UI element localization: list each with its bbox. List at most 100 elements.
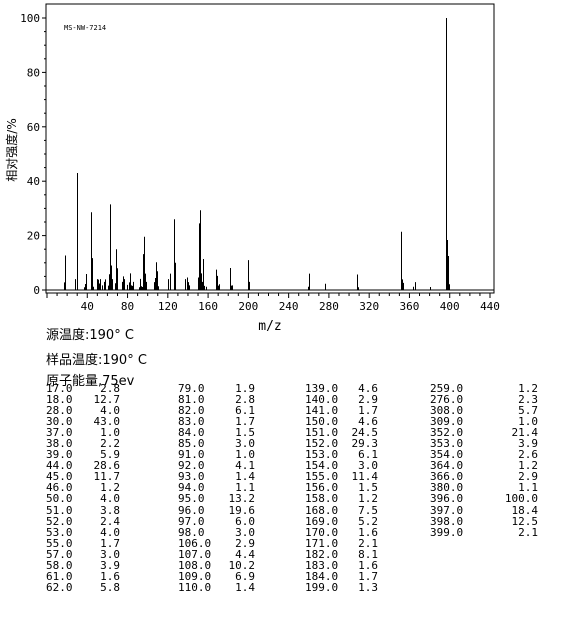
peak-mz: 37.0 bbox=[46, 426, 73, 440]
y-tick-label: 40 bbox=[27, 175, 40, 188]
peak-table-row: 81.0 2.8 bbox=[0, 394, 570, 405]
peak-mz: 110.0 bbox=[178, 580, 212, 594]
peak-abundance: 4.6 bbox=[358, 383, 378, 395]
peak-mz: 309.0 bbox=[430, 415, 464, 429]
peak-mz: 95.0 bbox=[178, 492, 205, 506]
peak-abundance: 3.0 bbox=[358, 459, 378, 473]
peak-table-row: 397.0 18.4 bbox=[0, 503, 570, 517]
peak-mz: 85.0 bbox=[178, 437, 205, 451]
plot-frame bbox=[45, 3, 495, 294]
y-tick-label: 20 bbox=[27, 230, 40, 243]
peak-abundance: 3.0 bbox=[235, 437, 255, 451]
peak-table-row: 83.0 1.7 bbox=[0, 416, 570, 427]
peak-mz: 182.0 bbox=[305, 547, 339, 561]
peak-table-row: 82.0 6.1 bbox=[0, 405, 570, 416]
peak-abundance: 5.2 bbox=[358, 514, 378, 528]
peak-table-row: 18.0 12.7 bbox=[0, 394, 570, 405]
peak-abundance: 21.4 bbox=[511, 426, 539, 440]
peak-mz: 62.0 bbox=[46, 580, 73, 594]
peak-abundance: 11.4 bbox=[351, 470, 379, 484]
peak-table-row: 140.0 2.9 bbox=[0, 394, 570, 405]
peak-abundance: 3.0 bbox=[235, 525, 255, 539]
x-tick-label: 440 bbox=[480, 300, 500, 313]
peak-table-row: 52.0 2.4 bbox=[0, 516, 570, 527]
x-tick-label: 320 bbox=[359, 300, 379, 313]
x-tick-label: 80 bbox=[121, 300, 134, 313]
peak-table-row: 184.0 1.7 bbox=[0, 571, 570, 582]
peak-mz: 107.0 bbox=[178, 547, 212, 561]
peak-abundance: 2.8 bbox=[235, 393, 255, 407]
peak-abundance: 1.2 bbox=[358, 492, 378, 506]
x-tick-label: 160 bbox=[198, 300, 218, 313]
x-axis: 40 80 120 160 200 240 280 320 360 400 440 bbox=[46, 289, 500, 313]
peak-mz: 152.0 bbox=[305, 437, 339, 451]
peak-mz: 396.0 bbox=[430, 492, 464, 506]
peak-abundance: 1.6 bbox=[358, 558, 378, 572]
x-tick-label: 240 bbox=[279, 300, 299, 313]
peak-mz: 108.0 bbox=[178, 558, 212, 572]
peak-table-row: 46.0 1.2 bbox=[0, 482, 570, 493]
peak-table-row: 53.0 4.0 bbox=[0, 527, 570, 538]
peak-abundance: 10.2 bbox=[228, 558, 256, 572]
peak-table-row: 380.0 1.1 bbox=[0, 482, 570, 493]
peak-abundance: 1.0 bbox=[518, 415, 538, 429]
peak-mz: 96.0 bbox=[178, 503, 205, 517]
peak-abundance: 3.9 bbox=[100, 558, 120, 572]
peak-table-row: 151.0 24.5 bbox=[0, 427, 570, 438]
peak-mz: 398.0 bbox=[430, 514, 464, 528]
peak-mz: 276.0 bbox=[430, 393, 464, 407]
peak-mz: 354.0 bbox=[430, 448, 464, 462]
peak-table-row: 168.0 7.5 bbox=[0, 503, 570, 517]
peak-abundance: 1.0 bbox=[100, 426, 120, 440]
peak-abundance: 5.8 bbox=[100, 580, 120, 594]
peak-abundance: 3.8 bbox=[100, 503, 120, 517]
peak-mz: 18.0 bbox=[46, 393, 73, 407]
peak-table-row: 55.0 1.7 bbox=[0, 538, 570, 549]
peak-abundance: 4.6 bbox=[358, 415, 378, 429]
peak-abundance: 1.2 bbox=[100, 481, 120, 495]
peak-table-row: 97.0 6.0 bbox=[0, 516, 570, 527]
y-axis-label: 相对强度/% bbox=[4, 118, 19, 181]
peak-abundance: 2.9 bbox=[518, 470, 538, 484]
peak-mz: 366.0 bbox=[430, 470, 464, 484]
peak-abundance: 28.6 bbox=[93, 459, 121, 473]
x-tick-label: 280 bbox=[319, 300, 339, 313]
peak-table-row: 171.0 2.1 bbox=[0, 538, 570, 549]
peak-mz: 170.0 bbox=[305, 525, 339, 539]
peak-mz: 397.0 bbox=[430, 503, 464, 517]
y-tick-label: 100 bbox=[20, 12, 40, 25]
peak-abundance: 2.2 bbox=[100, 437, 120, 451]
peak-mz: 169.0 bbox=[305, 514, 339, 528]
peak-abundance: 5.7 bbox=[518, 404, 538, 418]
peak-mz: 168.0 bbox=[305, 503, 339, 517]
peak-table-row: 308.0 5.7 bbox=[0, 405, 570, 416]
peak-abundance: 3.9 bbox=[518, 437, 538, 451]
peak-mz: 94.0 bbox=[178, 481, 205, 495]
peak-table-row: 182.0 8.1 bbox=[0, 549, 570, 560]
peak-table-row: 398.0 12.5 bbox=[0, 516, 570, 527]
peak-table-row: 57.0 3.0 bbox=[0, 549, 570, 560]
peak-table-row: 110.0 1.4 bbox=[0, 582, 570, 593]
peak-table-row: 106.0 2.9 bbox=[0, 538, 570, 549]
peak-table-row: 39.0 5.9 bbox=[0, 449, 570, 460]
peak-abundance: 1.1 bbox=[235, 481, 255, 495]
peak-abundance: 1.4 bbox=[235, 580, 255, 594]
peak-mz: 50.0 bbox=[46, 492, 73, 506]
peak-mz: 184.0 bbox=[305, 569, 339, 583]
peak-mz: 39.0 bbox=[46, 448, 73, 462]
peak-table-row: 352.0 21.4 bbox=[0, 427, 570, 438]
peak-abundance: 2.8 bbox=[100, 383, 120, 395]
peak-mz: 55.0 bbox=[46, 536, 73, 550]
peak-table-row: 96.0 19.6 bbox=[0, 503, 570, 517]
peak-abundance: 1.0 bbox=[235, 448, 255, 462]
peak-table-row: 353.0 3.9 bbox=[0, 438, 570, 449]
source-temperature-text: 源温度:190° C bbox=[46, 328, 134, 343]
peak-mz: 155.0 bbox=[305, 470, 339, 484]
peak-mz: 28.0 bbox=[46, 404, 73, 418]
peak-table-column: 139.0 4.6 140.0 2.9 141.0 1.7 150.0 4.6 151.0 24.… bbox=[0, 383, 570, 593]
chart-annotation: MS-NW-7214 bbox=[64, 24, 106, 32]
peak-abundance: 1.6 bbox=[358, 525, 378, 539]
peak-table-row: 354.0 2.6 bbox=[0, 449, 570, 460]
peak-table-row: 155.0 11.4 bbox=[0, 471, 570, 482]
peak-table-row: 276.0 2.3 bbox=[0, 394, 570, 405]
